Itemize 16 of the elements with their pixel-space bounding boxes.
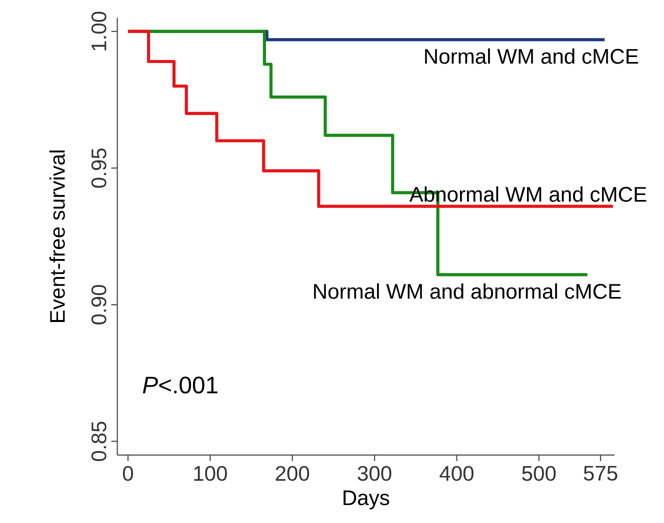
series-label: Normal WM and cMCE	[425, 48, 638, 64]
y-tick-label: 0.85	[91, 422, 106, 462]
y-tick-label: 0.95	[91, 148, 106, 188]
x-tick-label: 500	[522, 466, 556, 481]
x-tick-label: 575	[584, 466, 618, 481]
x-tick-label: 200	[276, 466, 310, 481]
y-tick-label: 0.90	[91, 285, 106, 324]
series-label: Normal WM and abnormal cMCE	[314, 283, 621, 299]
x-tick-label: 100	[194, 466, 227, 481]
x-tick-label: 400	[440, 466, 474, 481]
y-tick-label: 1.00	[91, 12, 106, 50]
x-axis-title: Days	[344, 490, 390, 510]
x-tick-label: 300	[358, 466, 392, 481]
y-axis-title: Event-free survival	[49, 150, 65, 322]
annotation: P<.001	[142, 376, 218, 394]
x-tick-label: 0	[122, 466, 134, 481]
